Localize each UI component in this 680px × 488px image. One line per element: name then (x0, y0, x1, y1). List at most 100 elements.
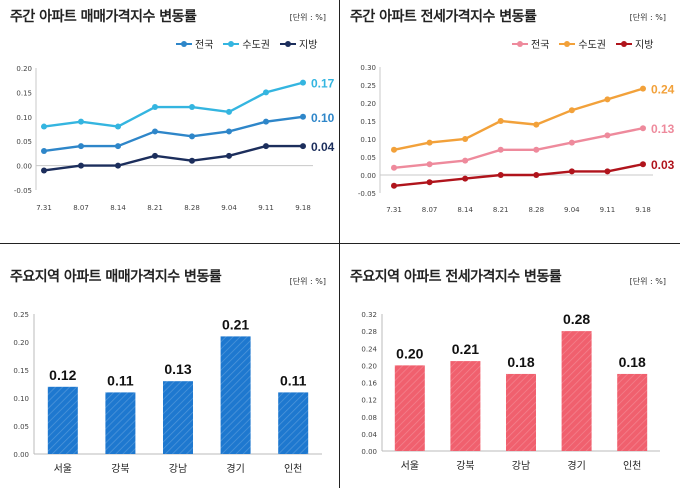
data-point (41, 123, 47, 130)
legend-label: 전국 (195, 40, 214, 51)
data-label: 0.13 (164, 361, 191, 377)
x-tick-label: 8.21 (147, 204, 163, 212)
data-point (533, 121, 540, 128)
y-tick-label: 0.05 (16, 138, 32, 146)
y-tick-label: 0.20 (360, 100, 376, 108)
y-tick-label: 0.25 (360, 82, 376, 90)
y-tick-label: 0.24 (361, 345, 377, 353)
end-value-label: 0.13 (651, 122, 675, 136)
x-tick-label: 8.28 (184, 204, 200, 212)
data-point (604, 96, 611, 103)
y-tick-label: 0.15 (16, 89, 32, 97)
data-point (41, 147, 47, 154)
chart-panel-sale-region: 주요지역 아파트 매매가격지수 변동률 [단위 : %] 0.00 0.05 0.1… (0, 244, 340, 488)
bar (394, 365, 425, 451)
end-value-label: 0.24 (651, 83, 675, 97)
y-tick-label: 0.10 (16, 114, 32, 122)
data-point (426, 179, 433, 186)
data-point (189, 157, 195, 164)
data-point (226, 128, 232, 135)
data-point (300, 113, 306, 120)
bar (278, 392, 309, 454)
legend-label: 지방 (635, 40, 654, 51)
x-tick-label: 경기 (226, 462, 244, 475)
chart-panel-sale-weekly: 주간 아파트 매매가격지수 변동률 [단위 : %] 전국 수도권 지방 -0.… (0, 0, 340, 244)
x-tick-label: 9.04 (221, 204, 237, 212)
end-value-label: 0.10 (311, 111, 335, 125)
y-tick-label: 0.15 (360, 118, 376, 126)
chart-panel-jeonse-weekly: 주간 아파트 전세가격지수 변동률 [단위 : %] 전국 수도권 지방 -0.… (340, 0, 680, 244)
y-tick-label: 0.10 (13, 395, 29, 403)
y-tick-label: 0.04 (361, 431, 377, 439)
data-label: 0.11 (280, 372, 307, 388)
x-tick-label: 강북 (111, 463, 129, 475)
x-tick-label: 서울 (54, 463, 72, 475)
y-tick-label: 0.16 (361, 380, 377, 388)
bar-chart: 0.00 0.04 0.08 0.12 0.16 0.20 0.24 0.28 0.32 0.20… (361, 311, 660, 472)
y-tick-label: 0.28 (361, 328, 377, 336)
x-tick-label: 8.21 (493, 206, 509, 214)
data-point (263, 143, 269, 150)
x-tick-label: 8.07 (73, 204, 89, 212)
legend-item: 전국 (176, 36, 213, 51)
data-point (300, 79, 306, 86)
data-label: 0.18 (507, 354, 534, 370)
x-tick-label: 8.07 (422, 206, 438, 214)
data-point (152, 152, 158, 159)
legend-label: 수도권 (242, 40, 271, 51)
chart-panel-jeonse-region: 주요지역 아파트 전세가격지수 변동률 [단위 : %] 0.00 0.04 0.0… (340, 244, 680, 488)
y-tick-label: 0.08 (361, 414, 377, 422)
bar (220, 336, 251, 454)
series-line (43, 144, 303, 172)
data-point (497, 118, 504, 124)
panel-divider-horizontal (0, 243, 680, 244)
y-tick-label: -0.05 (14, 187, 32, 195)
data-point (533, 146, 540, 153)
x-tick-label: 강남 (169, 463, 187, 475)
legend-item: 수도권 (559, 36, 606, 51)
legend-swatch (223, 40, 240, 48)
x-tick-label: 7.31 (36, 204, 52, 212)
bar (105, 392, 136, 454)
data-point (41, 167, 47, 174)
bar (506, 373, 536, 451)
y-tick-label: 0.05 (13, 423, 29, 431)
end-value-label: 0.04 (311, 140, 335, 154)
legend-swatch (280, 40, 297, 48)
chart-title: 주간 아파트 전세가격지수 변동률 (350, 9, 537, 25)
bar (617, 373, 648, 451)
data-label: 0.28 (563, 311, 590, 327)
data-point (78, 143, 84, 150)
chart-title: 주요지역 아파트 전세가격지수 변동률 (350, 269, 562, 285)
x-tick-label: 인천 (284, 463, 302, 475)
data-point (78, 118, 84, 125)
y-tick-label: 0.32 (361, 311, 377, 319)
y-tick-label: 0.00 (360, 172, 376, 180)
x-tick-label: 8.14 (110, 204, 126, 212)
data-point (462, 157, 469, 164)
legend-item: 수도권 (223, 36, 270, 51)
data-point (640, 85, 646, 92)
data-point (568, 107, 575, 114)
series-line (43, 81, 304, 128)
legend-item: 지방 (280, 36, 317, 51)
x-tick-label: 경기 (567, 459, 585, 472)
y-tick-label: 0.20 (361, 362, 377, 370)
legend-label: 전국 (531, 40, 550, 51)
data-point (226, 108, 232, 115)
data-label: 0.18 (619, 354, 646, 370)
y-tick-label: 0.10 (360, 136, 376, 144)
data-point (226, 152, 232, 159)
data-point (115, 143, 121, 150)
bar (163, 381, 193, 454)
chart-title: 주요지역 아파트 매매가격지수 변동률 (10, 269, 222, 285)
y-tick-label: 0.20 (13, 339, 29, 347)
data-label: 0.11 (107, 372, 134, 388)
y-tick-label: 0.00 (16, 163, 32, 171)
series-line (393, 163, 644, 187)
data-point (115, 123, 121, 130)
data-point (263, 118, 269, 125)
panel-divider-vertical (339, 0, 340, 488)
unit-label: [단위 : %] (289, 277, 326, 286)
legend-label: 지방 (299, 40, 318, 51)
